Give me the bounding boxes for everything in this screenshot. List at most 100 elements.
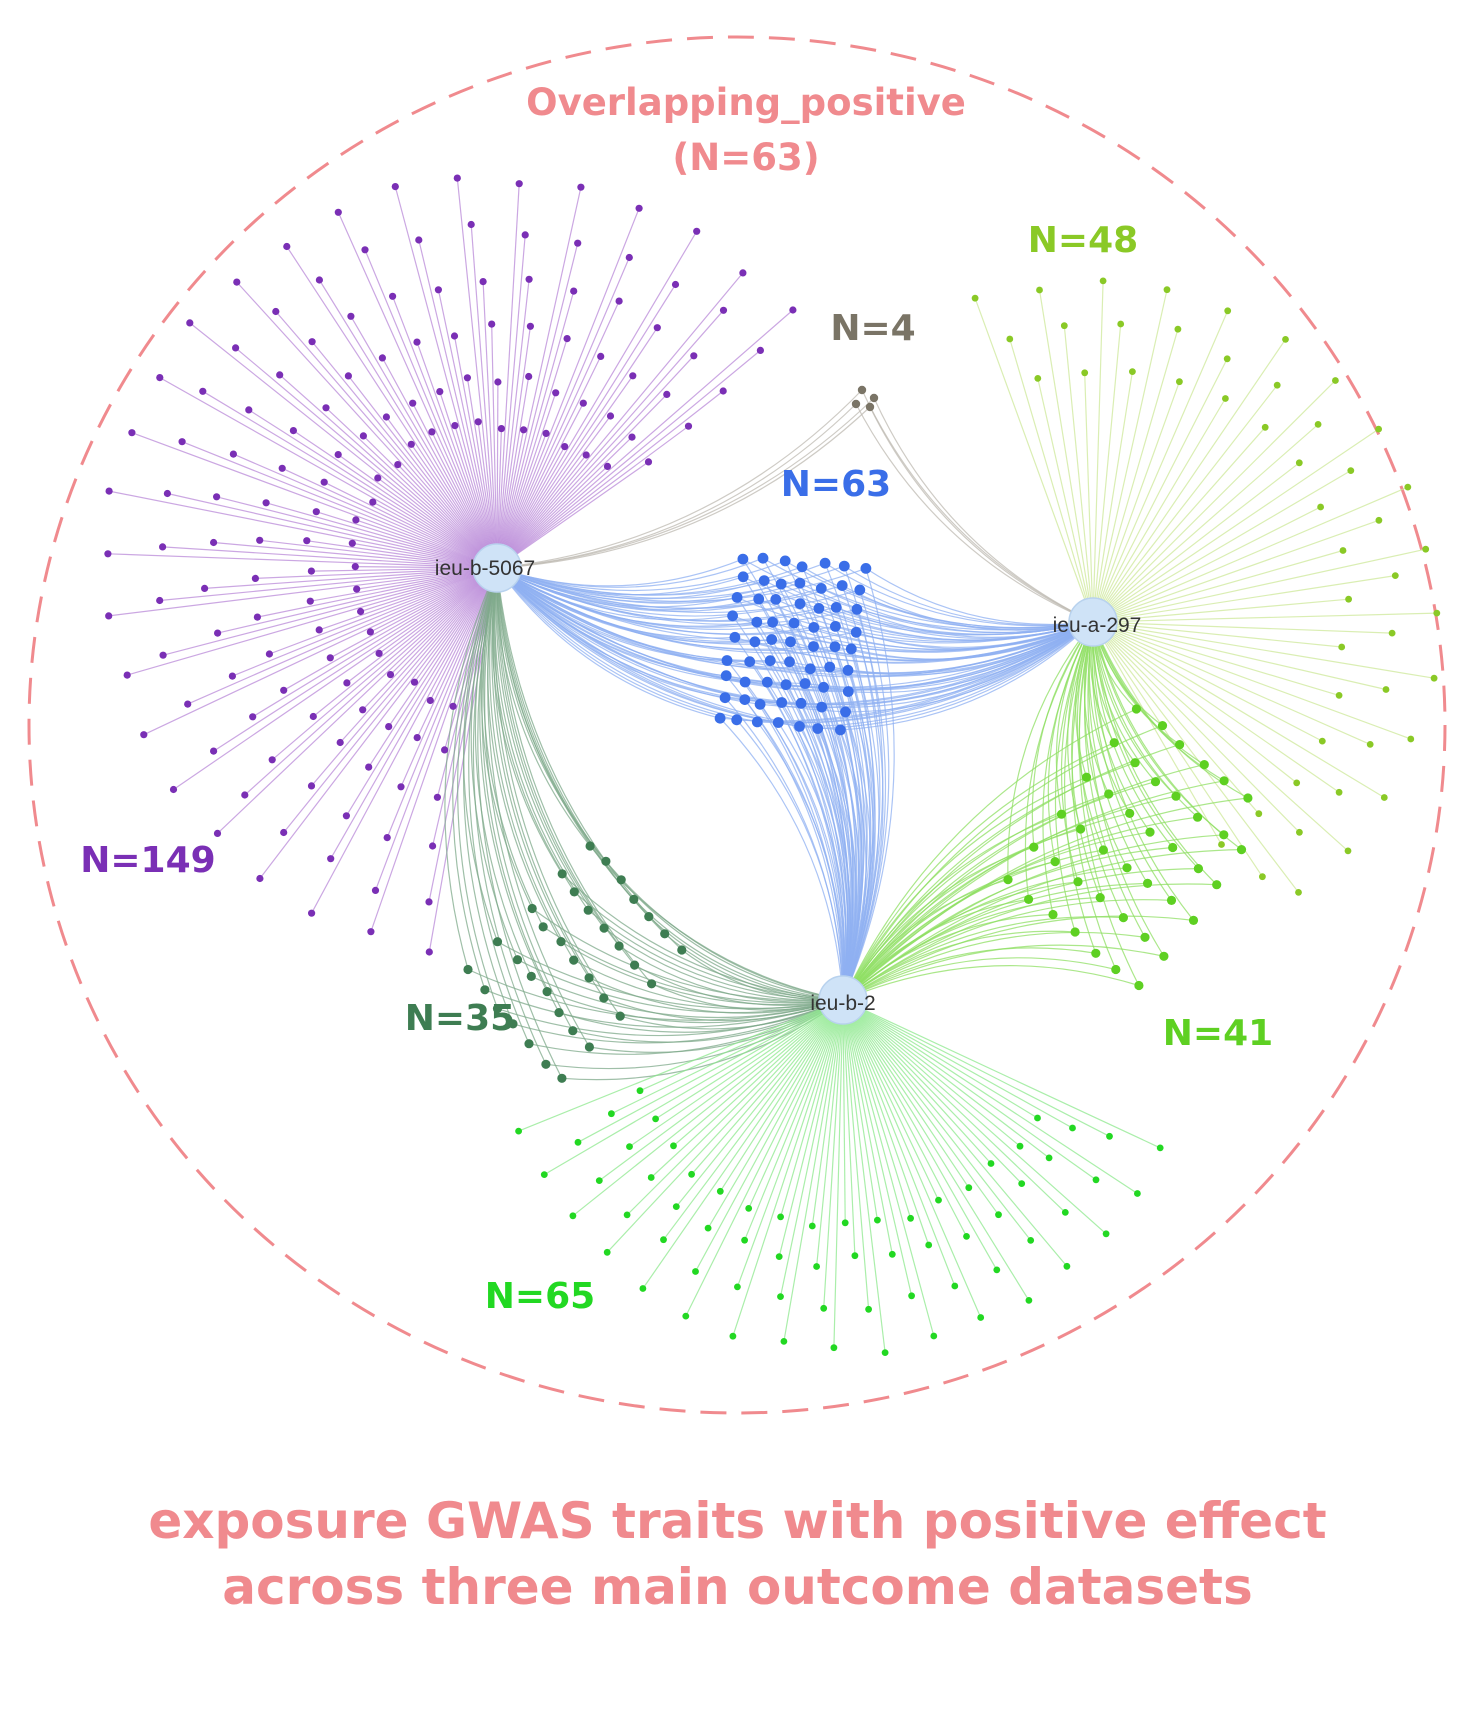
edge-all_three — [756, 721, 845, 1001]
trait-node-a297_b2 — [1188, 915, 1199, 926]
trait-node-a297_only — [1375, 516, 1383, 524]
trait-node-b5067_only — [625, 253, 633, 262]
edge-b5067_only — [189, 322, 498, 569]
trait-node-a297_b2 — [1056, 809, 1067, 819]
edge-a297_only — [1092, 612, 1437, 623]
edge-b5067_a297 — [496, 406, 871, 569]
trait-node-b5067_only — [342, 812, 350, 820]
edge-a297_b2 — [1031, 621, 1094, 848]
trait-node-b5067_only — [361, 246, 369, 254]
trait-node-b2_only — [734, 1283, 741, 1291]
trait-node-a297_b2 — [1104, 789, 1114, 799]
trait-node-all_three — [754, 698, 766, 710]
trait-node-all_three — [764, 655, 776, 667]
trait-node-b5067_only — [343, 679, 351, 687]
edge-b5067_only — [173, 567, 498, 790]
edge-b2_only — [833, 999, 844, 1348]
trait-node-b5067_only — [169, 785, 178, 794]
edge-a297_only — [1038, 289, 1094, 623]
trait-node-all_three — [784, 656, 795, 668]
trait-node-a297_only — [1222, 395, 1229, 402]
trait-node-a297_only — [1218, 841, 1225, 848]
trait-node-all_three — [794, 598, 806, 610]
trait-node-all_three — [737, 571, 749, 583]
edge-all_three — [842, 568, 895, 1001]
edge-b5067_b2 — [462, 567, 514, 1025]
trait-node-a297_only — [1282, 336, 1289, 343]
overlap-title: Overlapping_positive — [526, 81, 966, 124]
edge-a297_b2 — [842, 795, 1177, 1001]
edge-b5067_b2 — [603, 997, 844, 1022]
trait-node-a297_b2 — [1212, 880, 1222, 890]
edge-b5067_only — [108, 567, 498, 617]
edge-a297_only — [1092, 549, 1344, 623]
edge-b5067_only — [496, 375, 634, 569]
trait-node-b2_only — [672, 1203, 680, 1210]
edge-b5067_b2 — [470, 567, 519, 960]
edge-b2_only — [842, 999, 878, 1221]
edge-b2_only — [572, 999, 844, 1217]
edge-a297_only — [1092, 371, 1133, 623]
trait-node-a297_b2 — [1193, 864, 1203, 874]
nodes-b5067_a297 — [851, 385, 879, 412]
edge-b5067_only — [496, 183, 520, 569]
trait-node-b5067_only — [371, 886, 380, 895]
trait-node-b5067_only — [577, 183, 585, 191]
edge-all_three — [821, 706, 861, 1001]
edges-b2_only — [518, 999, 1161, 1353]
trait-node-b2_only — [652, 1115, 659, 1123]
edge-b5067_only — [466, 377, 498, 569]
trait-node-b5067_a297 — [851, 399, 861, 409]
trait-node-b2_only — [1069, 1124, 1076, 1132]
trait-node-all_three — [766, 634, 778, 645]
hub-node-ieu-a-297 — [1068, 597, 1118, 647]
edge-b5067_only — [410, 443, 498, 569]
edge-a297_only — [1092, 621, 1340, 793]
trait-node-all_three — [776, 697, 788, 708]
trait-node-b5067_only — [394, 461, 402, 469]
trait-node-b2_only — [729, 1332, 737, 1340]
trait-node-b5067_only — [453, 174, 461, 182]
edge-a297_b2 — [842, 915, 1194, 1001]
nodes-a297_only — [971, 277, 1441, 896]
trait-node-b5067_only — [357, 607, 365, 616]
trait-node-a297_b2 — [1095, 893, 1105, 903]
trait-node-b5067_b2 — [463, 964, 473, 975]
trait-node-a297_only — [1335, 788, 1343, 796]
trait-node-b5067_only — [307, 567, 315, 575]
trait-node-b5067_only — [582, 451, 590, 459]
nodes-layer — [104, 174, 1441, 1356]
group-label-a297_only: N=48 — [1028, 220, 1138, 261]
edge-b5067_only — [187, 567, 498, 705]
edge-b5067_only — [265, 502, 498, 569]
edge-b5067_b2 — [483, 567, 544, 928]
edge-b5067_only — [496, 338, 568, 569]
edge-b5067_only — [345, 567, 498, 817]
trait-node-b5067_only — [214, 629, 222, 637]
edge-b5067_b2 — [496, 567, 620, 947]
trait-node-b5067_only — [436, 388, 444, 396]
trait-node-b5067_b2 — [599, 993, 609, 1003]
trait-node-b5067_only — [105, 487, 113, 495]
trait-node-a297_b2 — [1140, 932, 1150, 942]
trait-node-b2_only — [780, 1338, 788, 1345]
trait-node-b5067_only — [410, 678, 419, 686]
edge-b5067_only — [181, 441, 498, 569]
trait-node-a297_b2 — [1070, 927, 1080, 937]
edge-b5067_b2 — [452, 567, 498, 990]
edge-b5067_only — [453, 335, 498, 569]
trait-node-all_three — [744, 656, 756, 668]
edge-b5067_only — [259, 539, 498, 569]
trait-node-b2_only — [626, 1143, 633, 1150]
edge-b2_only — [518, 999, 844, 1132]
trait-node-a297_b2 — [1048, 909, 1058, 920]
edge-b5067_b2 — [494, 567, 589, 911]
edge-a297_only — [1092, 621, 1385, 799]
trait-node-all_three — [737, 553, 749, 565]
edge-b2_only — [783, 999, 844, 1342]
trait-node-a297_b2 — [1109, 738, 1119, 748]
trait-node-b5067_b2 — [554, 1008, 564, 1018]
trait-node-all_three — [835, 724, 846, 736]
hub-label-ieu-b-2: ieu-b-2 — [810, 992, 875, 1015]
trait-node-b5067_only — [251, 574, 259, 583]
